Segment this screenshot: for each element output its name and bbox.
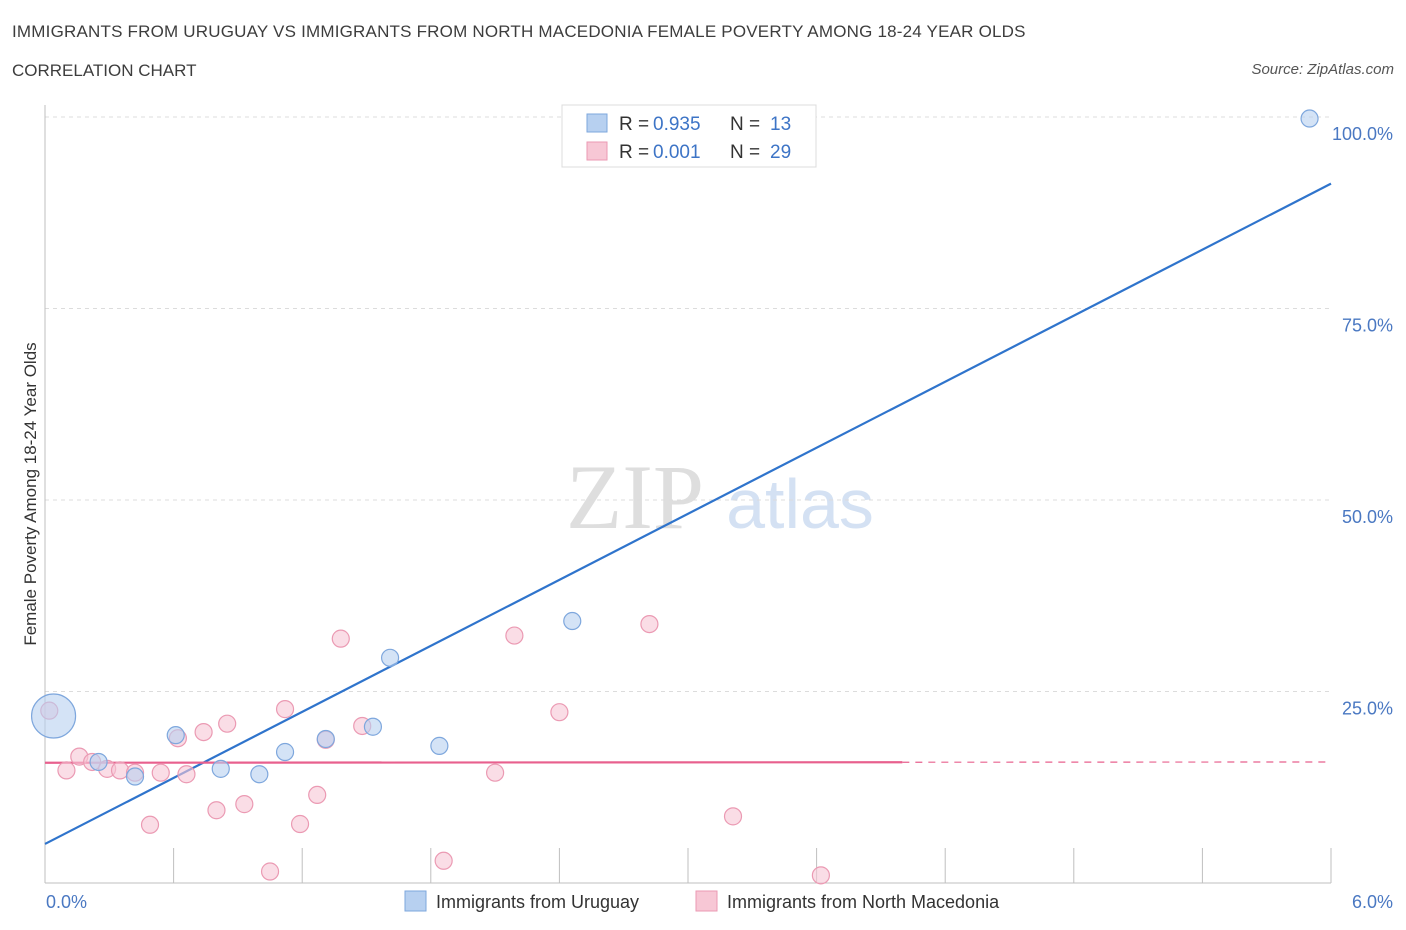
data-point-macedonia	[218, 714, 237, 733]
data-point-uruguay	[125, 767, 145, 786]
data-point-macedonia	[207, 801, 226, 820]
data-point-uruguay	[380, 648, 400, 667]
data-point-uruguay	[250, 765, 269, 784]
data-point-macedonia	[308, 785, 327, 805]
source-credit: Source: ZipAtlas.com	[1251, 61, 1394, 78]
y-tick-label: 25.0%	[1342, 699, 1393, 719]
trend-line-macedonia	[44, 761, 903, 764]
chart-subtitle: CORRELATION CHART	[12, 61, 197, 80]
y-tick-label: 50.0%	[1342, 507, 1393, 527]
series-legend-label-uruguay: Immigrants from Uruguay	[436, 892, 639, 912]
legend-n-value-uruguay: 13	[770, 114, 791, 135]
x-tick-label-max: 6.0%	[1352, 892, 1393, 912]
data-point-uruguay	[211, 759, 230, 778]
legend-n-label-uruguay: N =	[730, 114, 760, 135]
data-point-uruguay	[1300, 109, 1319, 128]
legend-r-label-macedonia: R =	[619, 142, 649, 163]
data-point-uruguay	[166, 726, 185, 745]
legend-r-value-uruguay: 0.935	[653, 114, 701, 135]
y-axis-title: Female Poverty Among 18-24 Year Olds	[21, 342, 40, 645]
legend-n-label-macedonia: N =	[730, 142, 760, 163]
data-point-macedonia	[140, 815, 160, 834]
data-point-macedonia	[57, 761, 76, 780]
data-point-macedonia	[235, 795, 254, 814]
watermark-zip: ZIP	[566, 446, 704, 548]
data-point-macedonia	[723, 807, 743, 826]
y-tick-label: 100.0%	[1332, 124, 1393, 144]
data-point-macedonia	[151, 763, 170, 782]
chart-title: IMMIGRANTS FROM URUGUAY VS IMMIGRANTS FR…	[12, 22, 1026, 41]
trend-line-uruguay	[44, 182, 1332, 845]
data-point-uruguay	[89, 752, 108, 772]
data-point-macedonia	[811, 866, 830, 885]
data-point-uruguay	[430, 736, 449, 755]
data-point-macedonia	[194, 722, 213, 742]
series-legend-swatch-macedonia	[695, 890, 718, 912]
legend-r-value-macedonia: 0.001	[653, 142, 701, 163]
x-tick-label-min: 0.0%	[46, 892, 87, 912]
stats-legend: R = 0.935 N = 13 R = 0.001 N = 29	[561, 104, 817, 168]
legend-r-label-uruguay: R =	[619, 114, 649, 135]
data-point-uruguay	[30, 693, 77, 739]
data-point-macedonia	[640, 614, 659, 634]
series-legend-label-macedonia: Immigrants from North Macedonia	[727, 892, 1000, 912]
data-point-macedonia	[505, 626, 524, 645]
data-point-macedonia	[331, 629, 350, 648]
series-legend-swatch-uruguay	[404, 890, 427, 912]
data-point-macedonia	[275, 700, 295, 719]
y-tick-label: 75.0%	[1342, 316, 1393, 336]
data-point-macedonia	[550, 703, 569, 722]
data-point-macedonia	[434, 851, 453, 870]
data-point-macedonia	[260, 862, 280, 881]
data-point-uruguay	[275, 742, 295, 762]
legend-swatch-uruguay	[586, 113, 608, 133]
data-point-uruguay	[363, 717, 383, 736]
legend-n-value-macedonia: 29	[770, 142, 791, 163]
data-point-macedonia	[290, 814, 310, 834]
data-point-macedonia	[486, 763, 505, 782]
series-legend: Immigrants from Uruguay Immigrants from …	[404, 890, 1000, 912]
data-point-uruguay	[316, 729, 335, 749]
data-point-macedonia	[177, 765, 196, 784]
watermark-atlas: atlas	[726, 465, 874, 543]
data-point-uruguay	[563, 611, 582, 631]
legend-swatch-macedonia	[586, 141, 608, 161]
